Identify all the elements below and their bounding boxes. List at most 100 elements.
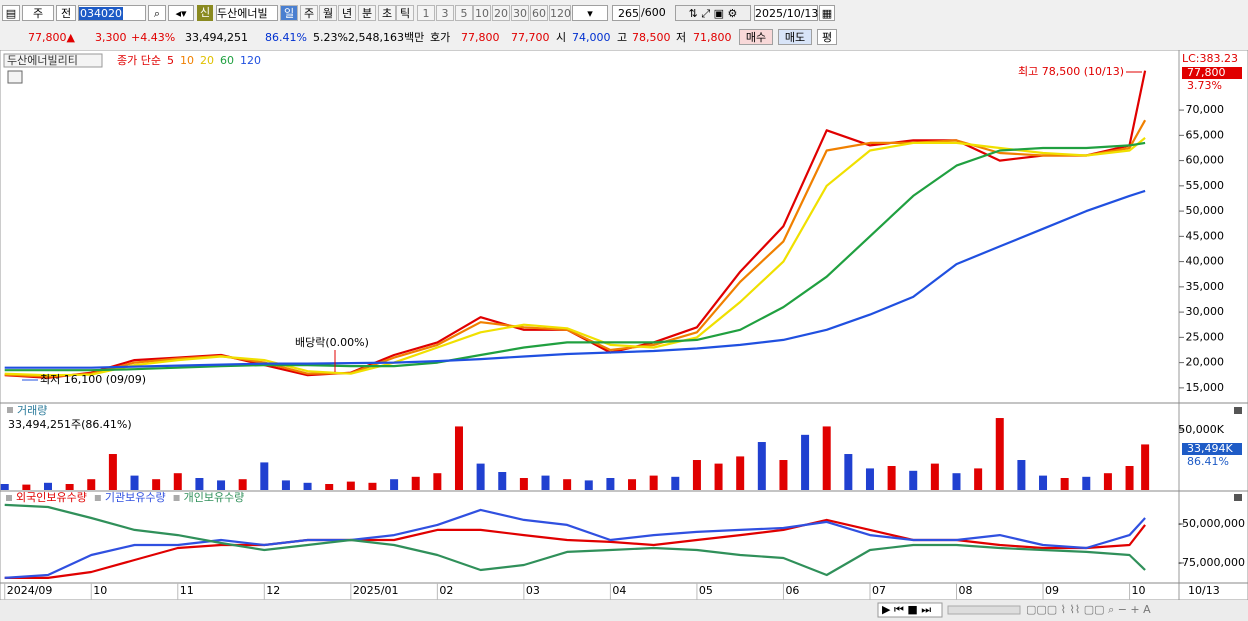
- volume-bar: [1125, 466, 1134, 490]
- high-label: 고: [617, 31, 628, 44]
- x-end-label: 10/13: [1188, 584, 1220, 597]
- title-box: [3, 53, 103, 68]
- sound-button[interactable]: ◂▾: [168, 5, 194, 21]
- period-button[interactable]: 초: [378, 5, 396, 21]
- chart: ▶ ⏮ ■ ⏭ ▢▢▢ ⌇ ⌇⌇ ▢▢ ⌕ − + A 15,000 20,000…: [0, 50, 1248, 621]
- series-line: [4, 137, 1146, 377]
- table-icon[interactable]: [7, 70, 23, 84]
- volume-bar: [108, 454, 117, 490]
- volume-bar: [1039, 475, 1048, 490]
- volume-bar: [238, 479, 247, 490]
- interval-button[interactable]: 20: [492, 5, 510, 21]
- volume-bar: [325, 484, 334, 490]
- right-label: LC:383.23: [1182, 52, 1238, 65]
- view-icons[interactable]: ▢▢▢ ⌇ ⌇⌇ ▢▢ ⌕ − + A: [1026, 603, 1151, 616]
- volume-bar: [130, 475, 139, 490]
- volume-bar: [476, 463, 485, 490]
- y-tick-label: 40,000: [1186, 255, 1225, 268]
- stock-name[interactable]: 두산에너빌: [216, 5, 278, 21]
- interval-button[interactable]: 1: [417, 5, 435, 21]
- series-line: [4, 518, 1146, 579]
- volume-bar: [433, 473, 442, 490]
- volume-bar: [1017, 460, 1026, 490]
- interval-button[interactable]: 60: [530, 5, 548, 21]
- period-button[interactable]: 일: [280, 5, 298, 21]
- right-label: 77,800: [1187, 66, 1226, 79]
- scroll-buttons[interactable]: [877, 602, 943, 618]
- legend-entry: 20: [200, 54, 214, 67]
- legend-swatch: [173, 495, 180, 501]
- quote-volume-pct: 86.41%: [265, 31, 307, 44]
- interval-button[interactable]: 10: [473, 5, 491, 21]
- x-tick-label: 2024/09: [7, 584, 53, 597]
- quote-change-pct: +4.43%: [131, 31, 176, 44]
- volume-bar: [87, 479, 96, 490]
- high: 78,500: [632, 31, 671, 44]
- volume-bar: [281, 480, 290, 490]
- low-label: 저: [676, 31, 687, 44]
- volume-bar: [368, 482, 377, 490]
- menu-icon[interactable]: ▤: [2, 5, 20, 21]
- y-tick-label: 50,000K: [1178, 423, 1224, 436]
- x-tick-label: 03: [526, 584, 540, 597]
- interval-button[interactable]: 120: [549, 5, 571, 21]
- new-badge[interactable]: 신: [197, 5, 213, 21]
- zoom-slider[interactable]: [947, 605, 1021, 615]
- code-input[interactable]: 034020: [78, 5, 146, 21]
- buy-button[interactable]: 매수: [739, 29, 773, 45]
- period-button[interactable]: 틱: [396, 5, 414, 21]
- x-tick-label: 12: [266, 584, 280, 597]
- period-button[interactable]: 년: [338, 5, 356, 21]
- interval-button[interactable]: 5: [455, 5, 473, 21]
- prev-button[interactable]: 전: [56, 5, 76, 21]
- calendar-button[interactable]: ▦: [819, 5, 835, 21]
- volume-bar: [995, 418, 1004, 490]
- price-box: [1182, 67, 1242, 79]
- title-box: [7, 407, 13, 413]
- avg-button[interactable]: 평: [817, 29, 837, 45]
- legend-swatch: [6, 495, 12, 501]
- volume-bar: [498, 472, 507, 490]
- period-button[interactable]: 분: [358, 5, 376, 21]
- x-tick-label: 09: [1045, 584, 1059, 597]
- volume-bar: [887, 466, 896, 490]
- interval-button[interactable]: 3: [436, 5, 454, 21]
- date-input[interactable]: 2025/10/13: [754, 5, 819, 21]
- legend-entry: 120: [240, 54, 261, 67]
- volume-bar: [519, 478, 528, 490]
- open-label: 시: [556, 31, 567, 44]
- x-tick-label: 05: [699, 584, 713, 597]
- volume-bar: [43, 482, 52, 490]
- scroll-icons[interactable]: ▶ ⏮ ■ ⏭: [882, 603, 931, 616]
- interval-button[interactable]: 30: [511, 5, 529, 21]
- y-tick-label: 25,000: [1186, 330, 1225, 343]
- right-label: 33,494K: [1187, 442, 1233, 455]
- blank-combo[interactable]: ▾: [572, 5, 608, 21]
- volume-bar: [865, 468, 874, 490]
- period-button[interactable]: 월: [319, 5, 337, 21]
- low: 71,800: [693, 31, 732, 44]
- volume-bar: [822, 426, 831, 490]
- count-input[interactable]: 265: [612, 5, 640, 21]
- x-tick-label: 08: [958, 584, 972, 597]
- period-button[interactable]: 주: [300, 5, 318, 21]
- volume-bar: [844, 454, 853, 490]
- y-tick-label: 70,000: [1186, 103, 1225, 116]
- sell-button[interactable]: 매도: [778, 29, 812, 45]
- x-tick-label: 04: [612, 584, 626, 597]
- annotation: 최저 16,100 (09/09): [40, 373, 146, 386]
- legend-entry: 5: [167, 54, 174, 67]
- search-button[interactable]: ⌕: [148, 5, 166, 21]
- volume-bar: [411, 476, 420, 490]
- panel-close[interactable]: [1234, 494, 1242, 501]
- market-select[interactable]: 주: [22, 5, 54, 21]
- panel-close[interactable]: [1234, 407, 1242, 414]
- legend-prefix: 종가 단순: [117, 54, 161, 67]
- volume-bar: [801, 434, 810, 490]
- legend-entry: 10: [180, 54, 194, 67]
- series-line: [4, 508, 1146, 579]
- ask-label: 호가: [430, 31, 451, 44]
- volume-bar: [649, 475, 658, 490]
- volume-bar: [217, 480, 226, 490]
- tool-icons[interactable]: ⇅ ⤢ ▣ ⚙: [675, 5, 751, 21]
